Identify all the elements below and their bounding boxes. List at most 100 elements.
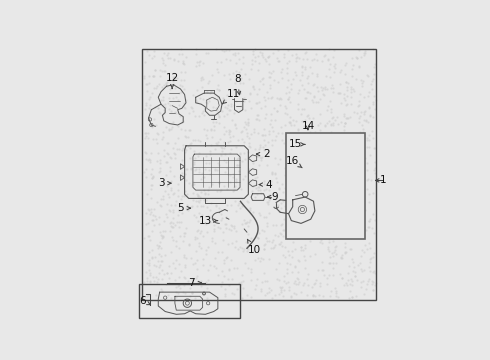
Point (354, 207, 362, 212)
Point (174, 136, 182, 141)
Point (307, 145, 315, 150)
Point (142, 100, 149, 106)
Point (209, 104, 217, 110)
Point (161, 62, 169, 67)
Point (323, 281, 331, 287)
Point (310, 56, 318, 62)
Point (189, 181, 197, 186)
Point (152, 264, 160, 269)
Point (206, 90, 214, 96)
Point (363, 186, 371, 192)
Point (303, 90, 311, 95)
Point (191, 234, 198, 239)
Point (150, 222, 158, 228)
Point (199, 108, 207, 113)
Point (341, 63, 349, 68)
Point (160, 82, 168, 88)
Point (297, 151, 305, 157)
Point (249, 84, 257, 90)
Point (160, 194, 168, 199)
Point (370, 145, 378, 151)
Point (300, 253, 308, 259)
Point (223, 165, 231, 171)
Point (260, 228, 268, 234)
Point (362, 118, 369, 123)
Point (318, 58, 326, 64)
Point (317, 84, 325, 90)
Point (154, 245, 162, 251)
Point (307, 208, 315, 214)
Point (369, 287, 377, 293)
Point (183, 177, 191, 183)
Point (222, 129, 230, 134)
Point (368, 78, 376, 84)
Point (150, 116, 158, 122)
Point (300, 215, 308, 221)
Point (140, 169, 148, 175)
Point (307, 163, 315, 168)
Point (279, 233, 287, 239)
Point (220, 48, 228, 54)
Point (171, 222, 179, 228)
Point (199, 96, 207, 102)
Point (327, 288, 335, 293)
Point (172, 289, 179, 295)
Point (304, 197, 312, 203)
Point (242, 107, 249, 113)
Point (144, 278, 151, 284)
Point (195, 240, 203, 246)
Point (176, 82, 184, 87)
Point (300, 107, 308, 112)
Point (245, 166, 253, 172)
Point (215, 139, 222, 145)
Point (192, 63, 200, 68)
Point (145, 207, 153, 212)
Point (361, 111, 368, 117)
Point (238, 203, 246, 209)
Point (297, 289, 305, 295)
Point (283, 66, 291, 71)
Point (251, 146, 259, 152)
Point (342, 120, 349, 126)
Point (369, 135, 377, 141)
Point (353, 137, 361, 143)
Point (327, 85, 335, 91)
Point (176, 77, 184, 82)
Point (234, 50, 242, 55)
Point (246, 205, 254, 211)
Point (366, 246, 374, 251)
Point (184, 134, 192, 140)
Point (178, 119, 186, 125)
Point (260, 214, 268, 220)
Point (193, 266, 200, 271)
Point (169, 145, 177, 151)
Point (208, 72, 216, 78)
Point (347, 235, 355, 241)
Point (283, 112, 291, 117)
Point (332, 288, 340, 294)
Point (141, 59, 148, 65)
Point (215, 87, 223, 93)
Point (230, 223, 238, 229)
Point (336, 226, 343, 231)
Point (164, 50, 172, 56)
Point (249, 161, 257, 166)
Point (359, 212, 367, 218)
Point (163, 201, 171, 207)
Point (181, 133, 189, 139)
Point (366, 113, 373, 119)
Point (196, 63, 203, 68)
Point (303, 231, 311, 237)
Point (161, 104, 169, 110)
Point (288, 234, 295, 239)
Point (149, 174, 157, 179)
Point (232, 98, 240, 104)
Point (183, 205, 191, 211)
Point (209, 116, 217, 122)
Point (286, 287, 294, 293)
Point (171, 76, 179, 82)
Point (314, 267, 322, 273)
Point (260, 181, 268, 186)
Point (336, 90, 343, 96)
Point (304, 113, 312, 118)
